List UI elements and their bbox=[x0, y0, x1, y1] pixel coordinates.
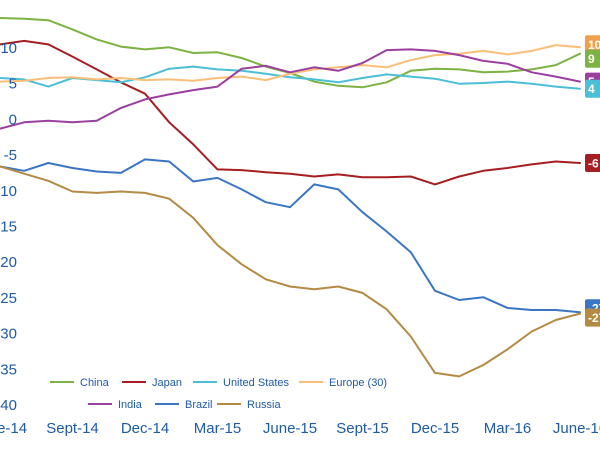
legend-label: Brazil bbox=[185, 399, 213, 411]
end-label-box bbox=[585, 79, 600, 98]
legend-item: China bbox=[50, 377, 110, 389]
end-label: 10 bbox=[585, 35, 600, 54]
x-tick-label: Mar-15 bbox=[194, 420, 242, 437]
legend-label: Russia bbox=[247, 399, 282, 411]
x-tick-label: Mar-16 bbox=[484, 420, 532, 437]
end-label: -27 bbox=[585, 308, 600, 327]
legend-label: Japan bbox=[152, 377, 182, 389]
plot-area: 10 5 0 -5 -10 -15 -20 -25 -30 -35 -40 June-14 Sept-… bbox=[0, 17, 600, 437]
x-tick-label: Dec-14 bbox=[121, 420, 169, 437]
end-label-box bbox=[585, 35, 600, 54]
y-tick-label: -10 bbox=[0, 183, 17, 200]
end-label: 4 bbox=[585, 79, 600, 98]
legend-item: Russia bbox=[217, 399, 282, 411]
y-tick-label: -40 bbox=[0, 397, 17, 414]
x-tick-label: Sept-15 bbox=[336, 420, 389, 437]
end-label-value: -27 bbox=[588, 311, 600, 325]
end-label-box bbox=[585, 154, 600, 172]
end-label-value: 4 bbox=[588, 82, 595, 96]
end-label-box bbox=[585, 308, 600, 327]
y-tick-label: -15 bbox=[0, 219, 17, 236]
series-line-europe-30 bbox=[0, 44, 581, 83]
x-tick-label: June-16 bbox=[553, 420, 600, 437]
series-line-india bbox=[0, 48, 581, 130]
x-tick-label: June-14 bbox=[0, 420, 27, 437]
legend-item: Japan bbox=[122, 377, 182, 389]
end-label: 9 bbox=[585, 49, 600, 68]
legend-label: India bbox=[118, 399, 143, 411]
x-tick-label: June-15 bbox=[263, 420, 317, 437]
y-tick-label: 0 bbox=[9, 111, 17, 128]
x-tick-label: Sept-14 bbox=[46, 420, 99, 437]
series-layer bbox=[0, 17, 581, 378]
end-label-box bbox=[585, 49, 600, 68]
series-line-brazil bbox=[0, 158, 581, 314]
end-label-value: 10 bbox=[588, 38, 600, 52]
y-tick-label: -20 bbox=[0, 254, 17, 271]
x-axis-ticks: June-14 Sept-14 Dec-14 Mar-15 June-15 Sept-15… bbox=[0, 420, 600, 437]
end-label-value: 9 bbox=[588, 52, 595, 66]
end-value-labels: 10954-6-27-27 bbox=[585, 35, 600, 327]
series-line-russia bbox=[0, 165, 581, 378]
y-tick-label: -30 bbox=[0, 326, 17, 343]
series-line-japan bbox=[0, 39, 581, 186]
legend-item: Brazil bbox=[155, 399, 213, 411]
end-label: -6 bbox=[585, 154, 600, 172]
legend-label: China bbox=[80, 377, 110, 389]
legend-item: United States bbox=[193, 377, 290, 389]
x-tick-label: Dec-15 bbox=[411, 420, 459, 437]
end-label-value: -6 bbox=[588, 157, 599, 171]
legend-item: Europe (30) bbox=[299, 377, 387, 389]
y-tick-label: 10 bbox=[0, 40, 17, 57]
legend-label: Europe (30) bbox=[329, 377, 387, 389]
legend-label: United States bbox=[223, 377, 290, 389]
legend: China Japan United States Europe (30) India B… bbox=[50, 377, 387, 411]
legend-item: India bbox=[88, 399, 143, 411]
y-tick-label: -25 bbox=[0, 290, 17, 307]
y-axis-ticks: 10 5 0 -5 -10 -15 -20 -25 -30 -35 -40 bbox=[0, 40, 17, 414]
y-tick-label: -5 bbox=[4, 147, 17, 164]
y-tick-label: 5 bbox=[9, 76, 17, 93]
y-tick-label: -35 bbox=[0, 361, 17, 378]
